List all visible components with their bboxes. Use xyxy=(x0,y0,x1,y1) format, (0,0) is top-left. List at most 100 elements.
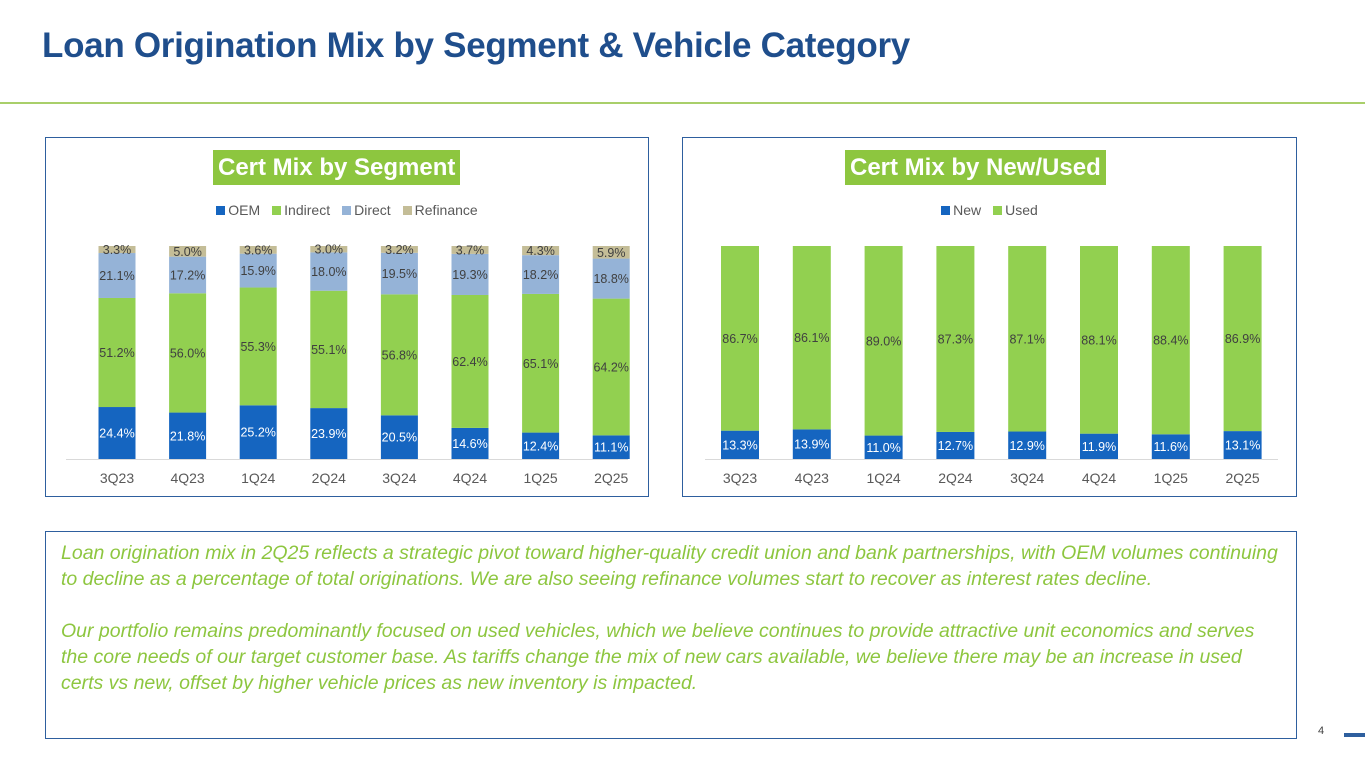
bar-direct-3q24 xyxy=(380,252,418,295)
legend-label-used: Used xyxy=(1005,202,1038,218)
legend-label-refinance: Refinance xyxy=(414,202,478,218)
data-label-used-4q24: 88.1% xyxy=(1081,333,1116,347)
bar-used-3q24 xyxy=(1008,246,1047,432)
new-used-chart-legend: New Used xyxy=(683,202,1296,218)
bar-new-4q24 xyxy=(1080,433,1118,459)
bar-new-1q25 xyxy=(1151,434,1190,459)
legend-swatch-new xyxy=(941,205,951,215)
x-tick-label-4q24: 4Q24 xyxy=(1082,470,1116,486)
data-label-new-3q23: 13.3% xyxy=(722,438,757,452)
data-label-refinance-2q25: 5.9% xyxy=(597,246,626,260)
data-label-indirect-4q23: 56.0% xyxy=(170,346,205,360)
legend-item-direct: Direct xyxy=(342,202,391,218)
new-used-chart-panel: Cert Mix by New/Used New Used 13.3% 86.7%… xyxy=(682,137,1297,497)
bar-refinance-2q24 xyxy=(310,246,348,253)
data-label-oem-3q23: 24.4% xyxy=(99,427,134,441)
page-number: 4 xyxy=(1318,725,1325,737)
bar-indirect-1q24 xyxy=(239,287,277,406)
x-tick-label-4q23: 4Q23 xyxy=(170,470,204,486)
legend-swatch-used xyxy=(993,205,1003,215)
bar-direct-3q23 xyxy=(98,253,136,298)
bar-oem-4q24 xyxy=(451,427,489,459)
page-accent-bar xyxy=(1344,733,1365,737)
bar-indirect-1q25 xyxy=(522,293,560,433)
legend-item-refinance: Refinance xyxy=(402,202,478,218)
new-used-stacked-bar-chart: 13.3% 86.7% 3Q23 13.9% 86.1% 4Q23 11.0% 89.0% 1Q… xyxy=(705,246,1278,486)
data-label-refinance-4q24: 3.7% xyxy=(456,243,485,257)
data-label-refinance-1q24: 3.6% xyxy=(244,243,273,257)
bar-direct-2q24 xyxy=(310,252,348,291)
data-label-indirect-1q24: 55.3% xyxy=(240,340,275,354)
data-label-used-2q25: 86.9% xyxy=(1225,332,1260,346)
data-label-used-3q24: 87.1% xyxy=(1009,332,1044,346)
data-label-used-2q24: 87.3% xyxy=(938,332,973,346)
bar-direct-2q25 xyxy=(592,258,630,299)
bar-oem-2q24 xyxy=(310,408,348,459)
data-label-oem-1q24: 25.2% xyxy=(240,426,275,440)
data-label-refinance-1q25: 4.3% xyxy=(526,244,555,258)
data-label-refinance-4q23: 5.0% xyxy=(173,245,202,259)
bar-refinance-1q25 xyxy=(522,246,560,256)
data-label-oem-2q25: 11.1% xyxy=(594,441,629,455)
legend-swatch-oem xyxy=(216,205,226,215)
segment-chart-title: Cert Mix by Segment xyxy=(213,150,461,185)
bar-indirect-4q23 xyxy=(169,293,207,413)
data-label-direct-1q25: 18.2% xyxy=(523,268,558,282)
commentary-paragraph-1: Loan origination mix in 2Q25 reflects a … xyxy=(61,542,1278,590)
bar-indirect-3q23 xyxy=(98,297,136,408)
segment-stacked-bar-chart: 24.4% 51.2% 21.1% 3.3% 3Q23 21.8% 56.0% 17.2% 5.… xyxy=(66,243,630,486)
legend-label-indirect: Indirect xyxy=(284,202,331,218)
x-tick-label-1q24: 1Q24 xyxy=(241,470,275,486)
data-label-new-1q25: 11.6% xyxy=(1154,440,1189,454)
bar-used-2q25 xyxy=(1223,246,1262,432)
bar-used-2q24 xyxy=(936,246,975,432)
x-tick-label-3q24: 3Q24 xyxy=(1010,470,1044,486)
data-label-oem-2q24: 23.9% xyxy=(311,427,346,441)
bar-refinance-4q23 xyxy=(169,246,207,257)
data-label-indirect-2q25: 64.2% xyxy=(593,360,628,374)
data-label-oem-4q23: 21.8% xyxy=(170,429,205,443)
data-label-indirect-3q24: 56.8% xyxy=(382,348,417,362)
legend-swatch-direct xyxy=(342,205,352,215)
x-tick-label-3q23: 3Q23 xyxy=(100,470,134,486)
bar-used-4q24 xyxy=(1080,246,1118,434)
bar-oem-1q25 xyxy=(522,432,560,459)
data-label-direct-1q24: 15.9% xyxy=(240,264,275,278)
data-label-indirect-2q24: 55.1% xyxy=(311,343,346,357)
data-label-direct-4q24: 19.3% xyxy=(452,268,487,282)
x-tick-label-4q23: 4Q23 xyxy=(795,470,829,486)
data-label-new-2q24: 12.7% xyxy=(938,439,973,453)
bar-direct-1q25 xyxy=(522,255,560,294)
title-divider xyxy=(0,102,1365,104)
data-label-indirect-3q23: 51.2% xyxy=(99,346,134,360)
x-tick-label-2q24: 2Q24 xyxy=(938,470,972,486)
legend-label-direct: Direct xyxy=(354,202,391,218)
x-tick-label-3q24: 3Q24 xyxy=(382,470,416,486)
bar-indirect-4q24 xyxy=(451,294,489,428)
bar-used-1q25 xyxy=(1151,246,1190,435)
data-label-refinance-3q23: 3.3% xyxy=(103,243,132,257)
data-label-oem-1q25: 12.4% xyxy=(523,439,558,453)
x-tick-label-1q25: 1Q25 xyxy=(1154,470,1188,486)
legend-label-new: New xyxy=(953,202,982,218)
bar-new-2q24 xyxy=(936,431,975,459)
legend-item-new: New xyxy=(941,202,981,218)
commentary-paragraph-2: Our portfolio remains predominantly focu… xyxy=(61,620,1255,694)
data-label-new-2q25: 13.1% xyxy=(1225,439,1260,453)
page-title: Loan Origination Mix by Segment & Vehicl… xyxy=(42,26,910,65)
bar-new-1q24 xyxy=(864,435,903,459)
bar-new-4q23 xyxy=(792,429,831,459)
x-tick-label-1q24: 1Q24 xyxy=(866,470,900,486)
data-label-new-4q24: 11.9% xyxy=(1082,440,1117,454)
data-label-direct-4q23: 17.2% xyxy=(170,268,205,282)
data-label-direct-2q24: 18.0% xyxy=(311,265,346,279)
bar-new-3q24 xyxy=(1008,431,1047,459)
data-label-oem-4q24: 14.6% xyxy=(452,437,487,451)
data-label-direct-2q25: 18.8% xyxy=(593,272,628,286)
legend-item-oem: OEM xyxy=(216,202,260,218)
data-label-new-3q24: 12.9% xyxy=(1009,439,1044,453)
bar-new-2q25 xyxy=(1223,431,1262,459)
x-tick-label-4q24: 4Q24 xyxy=(453,470,487,486)
data-label-refinance-2q24: 3.0% xyxy=(315,243,344,257)
bar-oem-2q25 xyxy=(592,435,630,459)
